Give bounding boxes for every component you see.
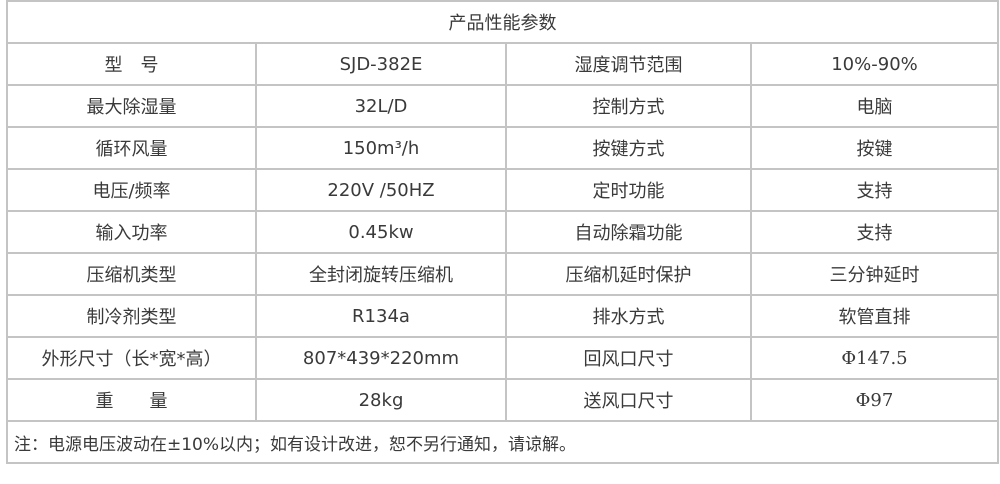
param-value: Φ147.5	[750, 336, 999, 380]
param-value: 10%-90%	[750, 42, 999, 86]
param-label: 回风口尺寸	[505, 336, 752, 380]
param-label: 型 号	[6, 42, 257, 86]
param-value: R134a	[255, 294, 507, 338]
param-value: 支持	[750, 210, 999, 254]
param-value: 32L/D	[255, 84, 507, 128]
param-label: 送风口尺寸	[505, 378, 752, 422]
table-row: 电压/频率 220V /50HZ 定时功能 支持	[6, 168, 999, 212]
table-row: 外形尺寸（长*宽*高） 807*439*220mm 回风口尺寸 Φ147.5	[6, 336, 999, 380]
note-row: 注：电源电压波动在±10%以内；如有设计改进，恕不另行通知，请谅解。	[6, 420, 999, 464]
param-label: 循环风量	[6, 126, 257, 170]
param-label: 最大除湿量	[6, 84, 257, 128]
param-value: Φ97	[750, 378, 999, 422]
param-value: 150m³/h	[255, 126, 507, 170]
param-label: 压缩机延时保护	[505, 252, 752, 296]
param-value: SJD-382E	[255, 42, 507, 86]
param-value: 220V /50HZ	[255, 168, 507, 212]
param-label: 湿度调节范围	[505, 42, 752, 86]
table-row: 重 量 28kg 送风口尺寸 Φ97	[6, 378, 999, 422]
param-label: 控制方式	[505, 84, 752, 128]
param-value: 软管直排	[750, 294, 999, 338]
table-row: 输入功率 0.45kw 自动除霜功能 支持	[6, 210, 999, 254]
param-value: 电脑	[750, 84, 999, 128]
param-value: 按键	[750, 126, 999, 170]
param-value: 0.45kw	[255, 210, 507, 254]
param-label: 电压/频率	[6, 168, 257, 212]
param-value: 支持	[750, 168, 999, 212]
param-value: 807*439*220mm	[255, 336, 507, 380]
param-label: 重 量	[6, 378, 257, 422]
param-label: 排水方式	[505, 294, 752, 338]
table-title: 产品性能参数	[6, 0, 999, 44]
footnote: 注：电源电压波动在±10%以内；如有设计改进，恕不另行通知，请谅解。	[6, 420, 999, 464]
param-value: 三分钟延时	[750, 252, 999, 296]
param-label: 自动除霜功能	[505, 210, 752, 254]
param-label: 按键方式	[505, 126, 752, 170]
table-row: 最大除湿量 32L/D 控制方式 电脑	[6, 84, 999, 128]
product-spec-table: 产品性能参数 型 号 SJD-382E 湿度调节范围 10%-90% 最大除湿量 32L/…	[6, 0, 999, 464]
param-label: 定时功能	[505, 168, 752, 212]
table-title-row: 产品性能参数	[6, 0, 999, 44]
param-label: 压缩机类型	[6, 252, 257, 296]
param-label: 制冷剂类型	[6, 294, 257, 338]
param-value: 28kg	[255, 378, 507, 422]
table-row: 压缩机类型 全封闭旋转压缩机 压缩机延时保护 三分钟延时	[6, 252, 999, 296]
table-row: 型 号 SJD-382E 湿度调节范围 10%-90%	[6, 42, 999, 86]
table-row: 循环风量 150m³/h 按键方式 按键	[6, 126, 999, 170]
table-row: 制冷剂类型 R134a 排水方式 软管直排	[6, 294, 999, 338]
param-label: 外形尺寸（长*宽*高）	[6, 336, 257, 380]
param-value: 全封闭旋转压缩机	[255, 252, 507, 296]
param-label: 输入功率	[6, 210, 257, 254]
